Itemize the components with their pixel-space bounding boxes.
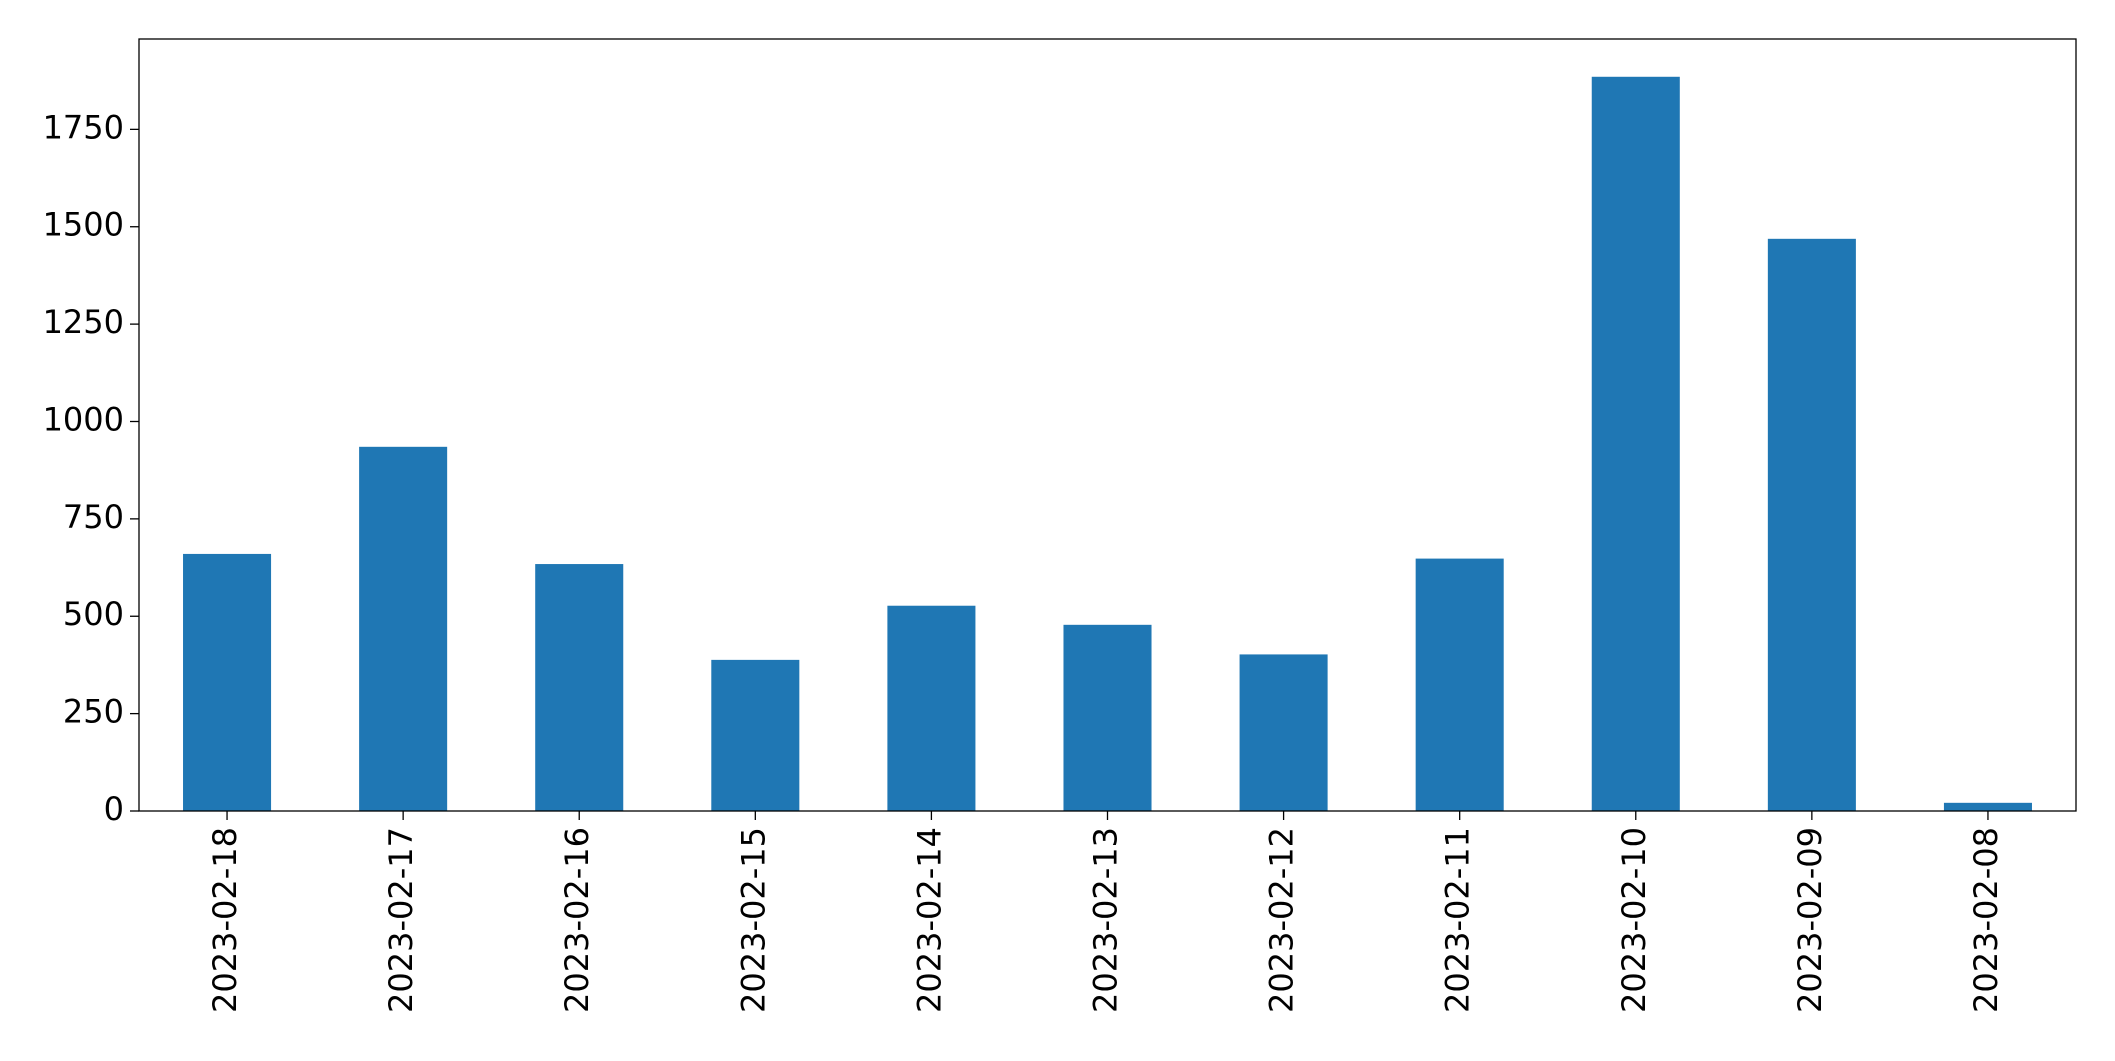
bar [1239,654,1328,811]
y-tick-label: 1000 [43,400,124,438]
bar [183,553,272,811]
y-tick-label: 750 [63,498,124,536]
x-tick-label: 2023-02-18 [206,827,244,1013]
bar [1767,238,1856,811]
x-tick-label: 2023-02-11 [1439,827,1477,1013]
y-tick-label: 1750 [43,108,124,146]
bar [1415,558,1504,811]
bar [1591,76,1680,811]
x-tick-label: 2023-02-09 [1791,827,1829,1013]
bar [711,659,800,811]
bar [535,564,624,811]
y-tick-label: 1500 [43,206,124,244]
x-tick-label: 2023-02-16 [558,827,596,1013]
y-tick-label: 0 [104,790,124,828]
y-tick-label: 1250 [43,303,124,341]
x-tick-label: 2023-02-13 [1087,827,1125,1013]
y-tick-label: 500 [63,595,124,633]
bar [1943,802,2032,811]
x-tick-label: 2023-02-10 [1615,827,1653,1013]
x-tick-label: 2023-02-08 [1967,827,2005,1013]
bar [887,605,976,811]
x-tick-label: 2023-02-15 [734,827,772,1013]
bar [359,446,448,811]
bar [1063,624,1152,811]
plot-frame [138,38,2077,812]
x-tick-label: 2023-02-14 [910,827,948,1013]
x-tick-label: 2023-02-12 [1263,827,1301,1013]
y-tick-label: 250 [63,693,124,731]
x-tick-label: 2023-02-17 [382,827,420,1013]
